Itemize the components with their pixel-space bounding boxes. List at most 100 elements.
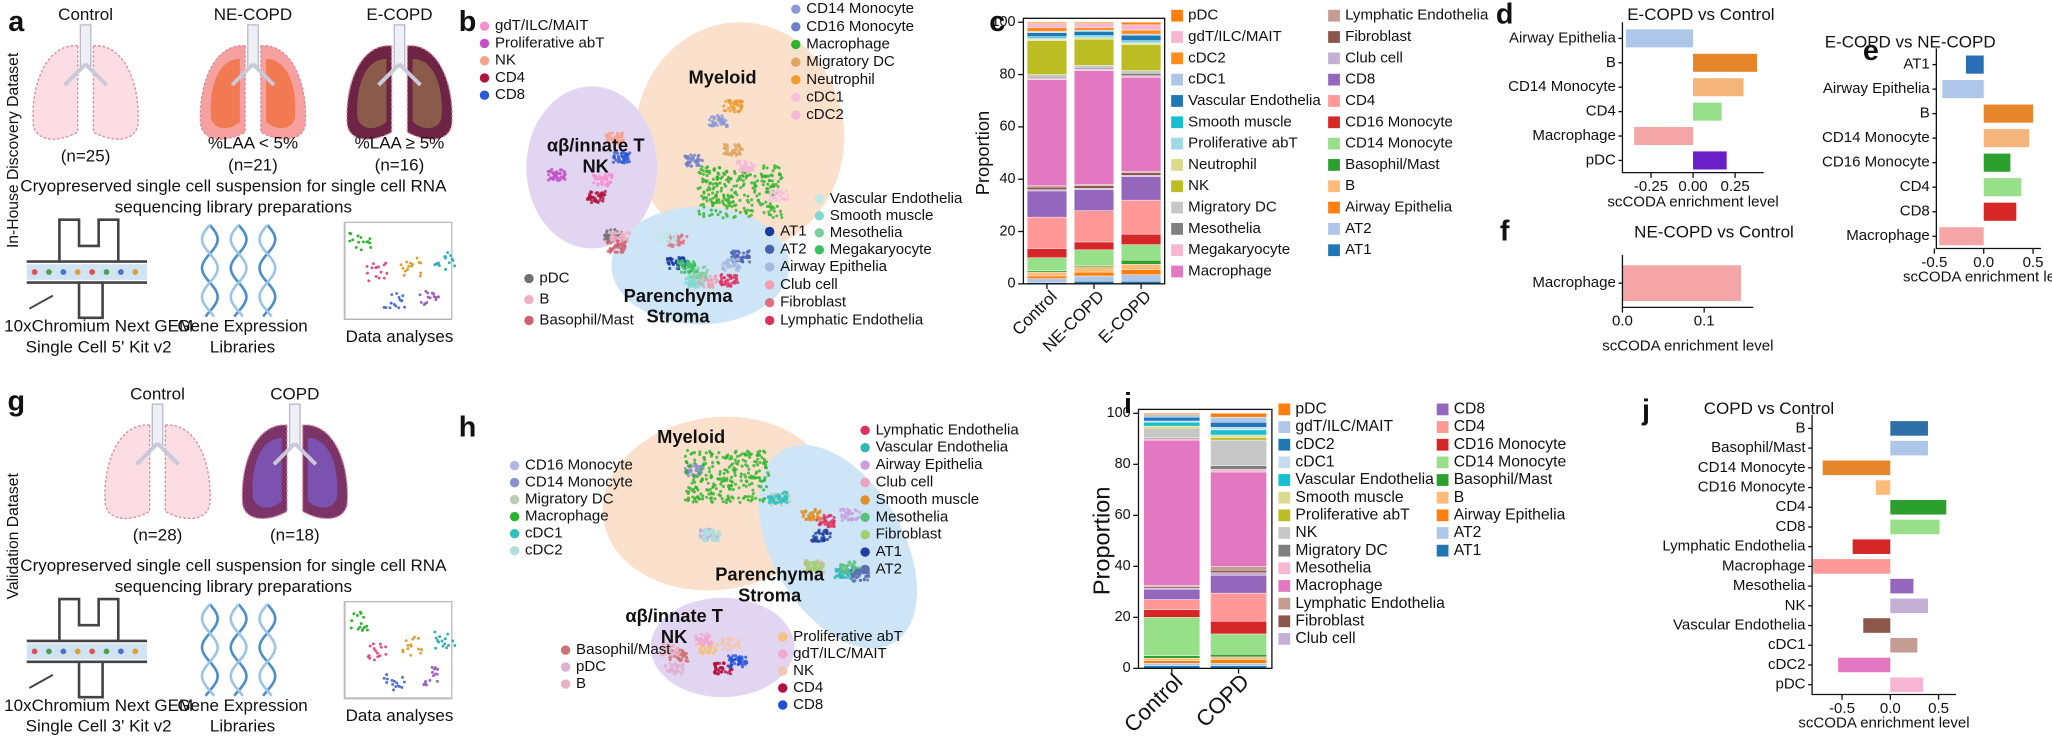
category-label: CD16 Monocyte (1822, 154, 1930, 171)
umap-cell (733, 661, 737, 666)
legend-swatch (1171, 9, 1183, 22)
umap-cell (671, 237, 675, 241)
umap-cell (698, 450, 702, 454)
umap-cell (725, 204, 729, 208)
legend-marker (764, 262, 775, 272)
legend-label: AT1 (1345, 241, 1371, 258)
bar-segment (1121, 176, 1162, 201)
umap-cell (711, 530, 715, 534)
umap-cell (706, 278, 710, 282)
umap-cell (601, 180, 605, 184)
droplet (60, 648, 67, 655)
umap-cell (720, 199, 725, 203)
x-tick-label: -0.25 (1634, 178, 1668, 195)
caption: Cryopreserved single cell suspension for… (20, 177, 447, 196)
bar (1693, 78, 1744, 97)
umap-cell (735, 161, 739, 165)
umap-cell (754, 476, 758, 480)
umap-cell (782, 197, 786, 201)
bar-segment (1026, 76, 1067, 79)
umap-cell (746, 498, 750, 502)
analysis-dot (397, 295, 401, 299)
umap-cell (723, 645, 727, 650)
bar-segment (1210, 471, 1267, 567)
umap-cell (722, 479, 726, 483)
bar-segment (1121, 171, 1162, 173)
umap-cell (724, 279, 728, 283)
bar-segment (1143, 414, 1201, 418)
umap-cell (699, 492, 703, 496)
umap-cell (733, 107, 737, 111)
side-label: Validation Dataset (5, 473, 22, 600)
analysis-dot (434, 298, 438, 302)
umap-cell (765, 485, 769, 489)
umap-cell (783, 499, 787, 503)
umap-cell (719, 489, 723, 493)
umap-cell (807, 569, 811, 573)
x-tick-label: COPD (1191, 669, 1254, 732)
legend-swatch (1278, 615, 1291, 628)
bar-segment (1026, 271, 1067, 277)
analysis-dot (451, 258, 455, 262)
legend-label: NK (495, 52, 516, 69)
bar-segment (1210, 654, 1267, 658)
umap-cell (711, 177, 715, 181)
umap-cell (661, 641, 665, 646)
analysis-dot (370, 266, 374, 270)
umap-cell (747, 467, 751, 471)
legend-label: Smooth muscle (876, 491, 980, 508)
umap-cell (729, 661, 733, 665)
umap-cell (659, 646, 663, 650)
legend-swatch (1328, 52, 1340, 65)
umap-cell (721, 484, 725, 488)
umap-cell (738, 105, 742, 109)
umap-cell (667, 243, 671, 247)
umap-cell (779, 212, 783, 217)
droplet (74, 648, 81, 655)
lung-lobe (92, 45, 139, 140)
umap-cell (674, 231, 678, 236)
umap-cell (713, 497, 717, 501)
bar-segment (1210, 633, 1267, 655)
umap-cell (721, 455, 725, 459)
umap-cell (699, 530, 703, 534)
umap-cell (691, 478, 696, 482)
lung-illustration (32, 24, 139, 140)
bar-segment (1121, 175, 1162, 177)
legend-label: AT2 (1345, 220, 1371, 237)
y-tick-label: 40 (1115, 558, 1131, 574)
umap-cell (820, 569, 824, 573)
legend-label: Smooth muscle (1295, 489, 1403, 506)
bar-segment (1121, 70, 1162, 74)
bar-segment (1074, 265, 1114, 268)
umap-cell (676, 265, 680, 269)
umap-cell (731, 259, 735, 263)
analysis-dot (443, 256, 447, 260)
umap-cell (699, 167, 703, 172)
umap-cell (814, 535, 818, 539)
umap-cell (708, 449, 712, 453)
umap-cell (699, 632, 703, 636)
umap-cell (697, 280, 701, 285)
analysis-dot (432, 292, 436, 296)
umap-cell (724, 143, 728, 147)
umap-cell (831, 522, 835, 526)
umap-cell (723, 146, 727, 150)
umap-cell (733, 214, 737, 218)
umap-cell (547, 173, 551, 177)
analysis-dot (369, 246, 373, 249)
analysis-dot (366, 655, 370, 659)
analysis-dot (392, 302, 396, 306)
umap-cell (726, 201, 730, 205)
panel-letter: f (1500, 215, 1510, 247)
legend-marker (814, 194, 825, 204)
umap-cell (622, 243, 626, 248)
bar (1890, 519, 1940, 535)
dna-strand (200, 603, 219, 697)
umap-cell (702, 456, 706, 460)
umap-cell (686, 474, 691, 478)
analysis-dot (449, 254, 453, 258)
legend-marker (479, 21, 490, 31)
bar-segment (1121, 269, 1162, 275)
analysis-dot (406, 644, 410, 647)
